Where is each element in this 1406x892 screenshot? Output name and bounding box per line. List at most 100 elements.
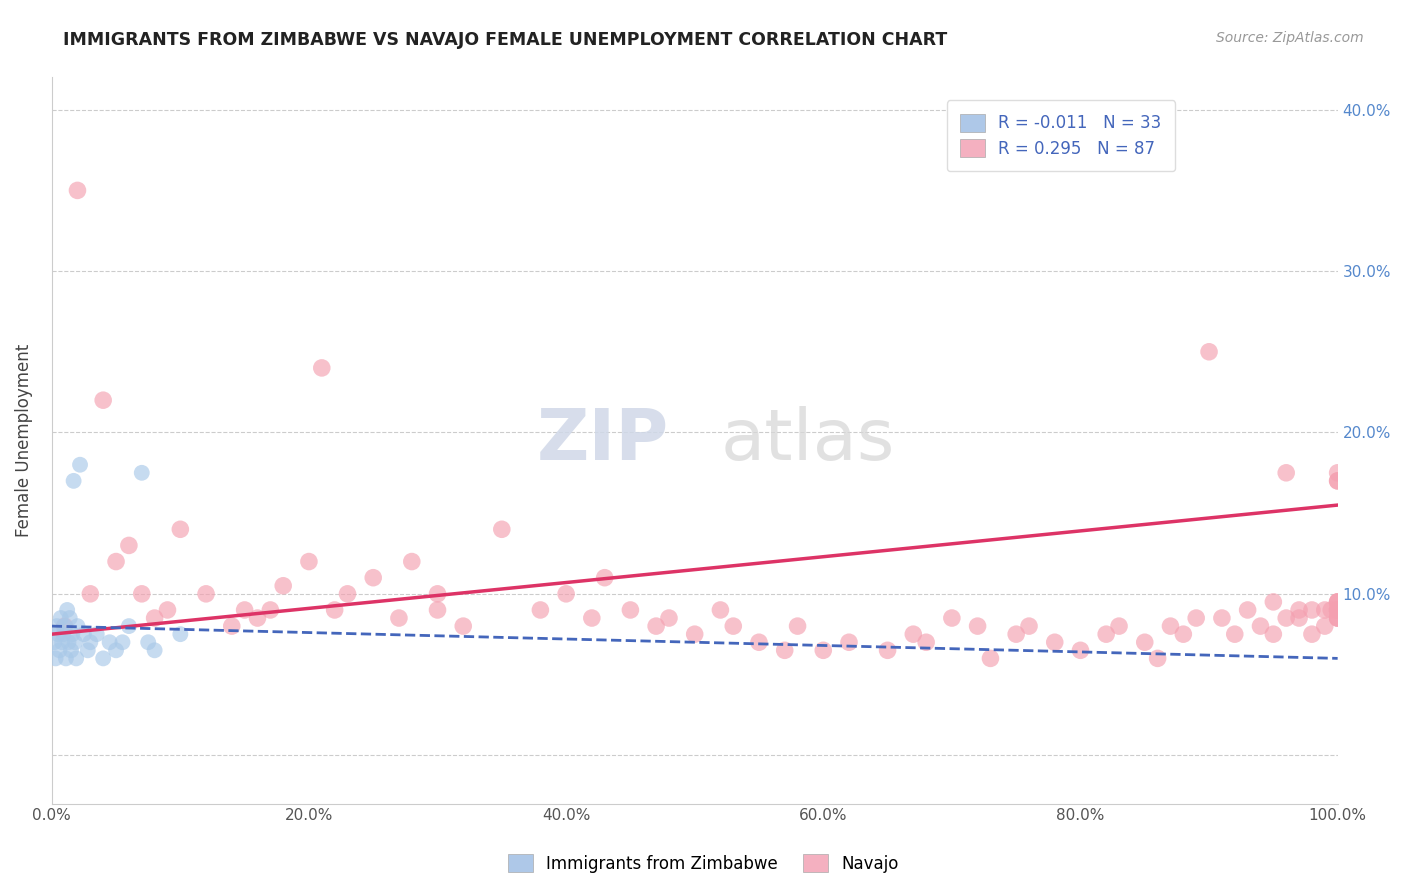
Point xyxy=(1326,595,1348,609)
Point xyxy=(876,643,898,657)
Point xyxy=(143,611,166,625)
Point xyxy=(1326,595,1348,609)
Point xyxy=(401,555,423,569)
Point xyxy=(1326,611,1348,625)
Point xyxy=(1018,619,1040,633)
Point xyxy=(53,619,76,633)
Point xyxy=(915,635,938,649)
Point xyxy=(645,619,668,633)
Point xyxy=(323,603,346,617)
Point xyxy=(298,555,321,569)
Point xyxy=(169,627,191,641)
Point xyxy=(451,619,474,633)
Point xyxy=(1263,627,1285,641)
Point xyxy=(1326,603,1348,617)
Point xyxy=(1288,603,1310,617)
Point xyxy=(49,611,72,625)
Y-axis label: Female Unemployment: Female Unemployment xyxy=(15,344,32,537)
Text: Source: ZipAtlas.com: Source: ZipAtlas.com xyxy=(1216,31,1364,45)
Point xyxy=(1133,635,1156,649)
Point xyxy=(388,611,411,625)
Point xyxy=(58,635,80,649)
Point xyxy=(91,393,114,408)
Point xyxy=(59,611,82,625)
Point xyxy=(1108,619,1130,633)
Point xyxy=(48,643,70,657)
Point xyxy=(79,587,101,601)
Point xyxy=(1185,611,1208,625)
Point xyxy=(1326,611,1348,625)
Point xyxy=(105,643,128,657)
Point xyxy=(786,619,808,633)
Point xyxy=(1326,474,1348,488)
Point xyxy=(1005,627,1028,641)
Point xyxy=(60,627,83,641)
Point xyxy=(1320,603,1343,617)
Point xyxy=(45,619,67,633)
Point xyxy=(658,611,681,625)
Point xyxy=(86,627,108,641)
Point xyxy=(966,619,988,633)
Point xyxy=(838,635,860,649)
Point xyxy=(1301,603,1323,617)
Point xyxy=(60,643,83,657)
Legend: R = -0.011   N = 33, R = 0.295   N = 87: R = -0.011 N = 33, R = 0.295 N = 87 xyxy=(946,100,1175,171)
Point xyxy=(491,522,513,536)
Point xyxy=(131,466,153,480)
Point xyxy=(426,603,449,617)
Point xyxy=(1043,635,1066,649)
Point xyxy=(529,603,551,617)
Point xyxy=(1146,651,1168,665)
Point xyxy=(1326,603,1348,617)
Point xyxy=(619,603,641,617)
Point xyxy=(581,611,603,625)
Point xyxy=(66,619,89,633)
Point xyxy=(66,183,89,197)
Point xyxy=(1326,611,1348,625)
Point xyxy=(1326,603,1348,617)
Point xyxy=(52,627,75,641)
Point xyxy=(131,587,153,601)
Point xyxy=(55,651,77,665)
Point xyxy=(169,522,191,536)
Point xyxy=(1173,627,1195,641)
Point xyxy=(426,587,449,601)
Point xyxy=(903,627,925,641)
Point xyxy=(813,643,835,657)
Point xyxy=(748,635,770,649)
Point xyxy=(246,611,269,625)
Point xyxy=(56,603,79,617)
Point xyxy=(361,571,384,585)
Point xyxy=(555,587,578,601)
Point xyxy=(941,611,963,625)
Point xyxy=(271,579,294,593)
Point xyxy=(136,635,159,649)
Point xyxy=(1288,611,1310,625)
Point xyxy=(105,555,128,569)
Point xyxy=(1275,466,1298,480)
Text: ZIP: ZIP xyxy=(537,406,669,475)
Point xyxy=(46,627,69,641)
Point xyxy=(53,619,76,633)
Point xyxy=(311,360,333,375)
Point xyxy=(1263,595,1285,609)
Point xyxy=(593,571,616,585)
Point xyxy=(1095,627,1118,641)
Point xyxy=(1236,603,1258,617)
Point xyxy=(73,627,96,641)
Point xyxy=(1313,603,1336,617)
Point xyxy=(118,538,141,552)
Point xyxy=(76,643,98,657)
Point xyxy=(143,643,166,657)
Point xyxy=(709,603,731,617)
Point xyxy=(221,619,243,633)
Point xyxy=(98,635,121,649)
Point xyxy=(233,603,256,617)
Point xyxy=(1198,344,1220,359)
Point xyxy=(45,651,67,665)
Point xyxy=(1326,474,1348,488)
Point xyxy=(156,603,179,617)
Point xyxy=(118,619,141,633)
Point xyxy=(979,651,1001,665)
Point xyxy=(1069,643,1091,657)
